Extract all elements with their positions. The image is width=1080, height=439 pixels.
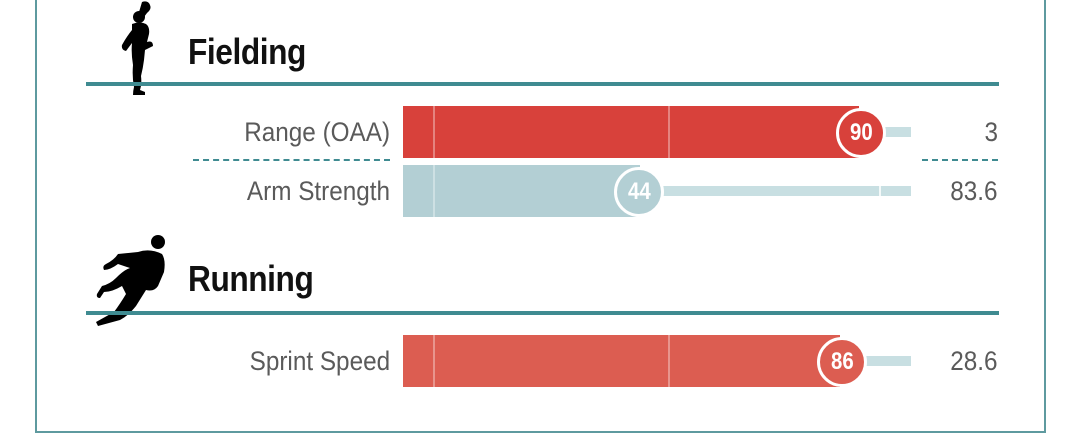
percentile-badge: 44 [614,167,664,217]
fielder-silhouette-icon [121,1,153,95]
stat-label: Sprint Speed [249,346,390,376]
section-rule-fielding [86,82,999,86]
percentile-badge: 86 [817,337,867,387]
stat-row-sprint-speed: Sprint Speed 86 28.6 [0,335,1080,387]
stat-value: 83.6 [950,176,998,206]
bar-tick [668,106,670,158]
stat-row-range: Range (OAA) 90 3 [0,106,1080,158]
section-title-running: Running [188,258,314,299]
stat-value: 28.6 [950,346,998,376]
percentile-badge: 90 [836,108,886,158]
row-divider [922,159,998,161]
bar-tick [433,335,435,387]
bar-tick [433,165,435,217]
stat-row-arm-strength: Arm Strength 44 83.6 [0,165,1080,217]
percentile-bar [403,165,640,217]
section-rule-running [86,311,999,315]
card-frame [35,0,1046,433]
percentile-bar [403,106,859,158]
track-tick [879,186,881,196]
runner-silhouette-icon [96,235,165,326]
section-title-fielding: Fielding [188,31,306,72]
stat-value: 3 [984,117,998,147]
bar-tick [433,106,435,158]
stat-label: Range (OAA) [244,117,390,147]
bar-tick [668,335,670,387]
stat-label: Arm Strength [246,176,390,206]
percentile-bar [403,335,840,387]
row-divider [193,159,390,161]
